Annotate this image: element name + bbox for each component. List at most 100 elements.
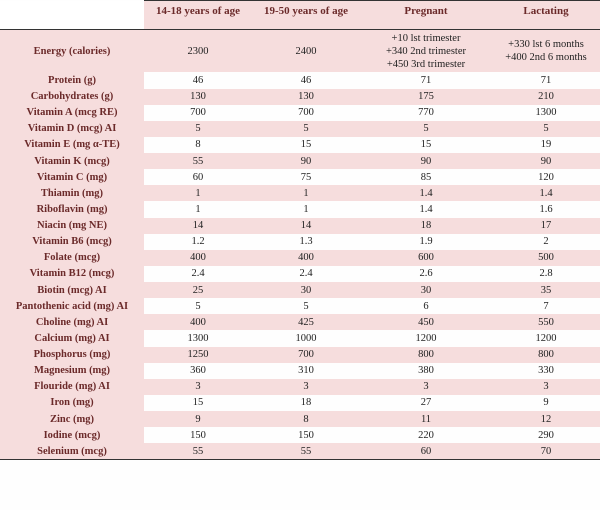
col-header-19-50: 19-50 years of age (252, 1, 360, 30)
row-label: Vitamin B6 (mcg) (0, 234, 144, 250)
cell-19-50: 5 (252, 298, 360, 314)
row-label: Vitamin A (mcg RE) (0, 105, 144, 121)
cell-lactating: 9 (492, 395, 600, 411)
table-row: Iodine (mcg)150150220290 (0, 427, 600, 443)
cell-14-18: 46 (144, 72, 252, 88)
cell-lactating: 2 (492, 234, 600, 250)
table-row: Thiamin (mg)111.41.4 (0, 185, 600, 201)
row-label: Energy (calories) (0, 30, 144, 73)
cell-pregnant: +10 lst trimester +340 2nd trimester +45… (360, 30, 492, 73)
cell-19-50: 14 (252, 218, 360, 234)
row-label: Vitamin D (mcg) AI (0, 121, 144, 137)
row-label: Flouride (mg) AI (0, 379, 144, 395)
cell-19-50: 700 (252, 105, 360, 121)
row-label: Phosphorus (mg) (0, 347, 144, 363)
cell-lactating: 550 (492, 314, 600, 330)
cell-pregnant: 71 (360, 72, 492, 88)
table-row: Selenium (mcg)55556070 (0, 443, 600, 460)
cell-19-50: 700 (252, 347, 360, 363)
nutrition-table-container: 14-18 years of age 19-50 years of age Pr… (0, 0, 600, 510)
cell-19-50: 75 (252, 169, 360, 185)
row-label: Magnesium (mg) (0, 363, 144, 379)
table-row: Biotin (mcg) AI25303035 (0, 282, 600, 298)
cell-lactating: 120 (492, 169, 600, 185)
table-row: Calcium (mg) AI1300100012001200 (0, 330, 600, 346)
cell-19-50: 1 (252, 201, 360, 217)
table-row: Vitamin C (mg)607585120 (0, 169, 600, 185)
cell-pregnant: 1200 (360, 330, 492, 346)
table-row: Niacin (mg NE)14141817 (0, 218, 600, 234)
cell-19-50: 1.3 (252, 234, 360, 250)
row-label: Folate (mcg) (0, 250, 144, 266)
cell-14-18: 55 (144, 153, 252, 169)
cell-19-50: 310 (252, 363, 360, 379)
row-label: Choline (mg) AI (0, 314, 144, 330)
row-label: Calcium (mg) AI (0, 330, 144, 346)
cell-14-18: 25 (144, 282, 252, 298)
cell-19-50: 425 (252, 314, 360, 330)
table-row: Vitamin E (mg α-TE)8151519 (0, 137, 600, 153)
table-row: Magnesium (mg)360310380330 (0, 363, 600, 379)
cell-lactating: 2.8 (492, 266, 600, 282)
cell-lactating: +330 lst 6 months +400 2nd 6 months (492, 30, 600, 73)
col-header-lactating: Lactating (492, 1, 600, 30)
row-label: Zinc (mg) (0, 411, 144, 427)
cell-19-50: 150 (252, 427, 360, 443)
cell-19-50: 8 (252, 411, 360, 427)
cell-14-18: 1 (144, 185, 252, 201)
cell-pregnant: 18 (360, 218, 492, 234)
cell-14-18: 14 (144, 218, 252, 234)
cell-lactating: 90 (492, 153, 600, 169)
cell-14-18: 5 (144, 298, 252, 314)
cell-19-50: 1000 (252, 330, 360, 346)
row-label: Thiamin (mg) (0, 185, 144, 201)
cell-pregnant: 175 (360, 89, 492, 105)
cell-14-18: 60 (144, 169, 252, 185)
cell-pregnant: 800 (360, 347, 492, 363)
cell-pregnant: 220 (360, 427, 492, 443)
cell-lactating: 330 (492, 363, 600, 379)
cell-19-50: 2400 (252, 30, 360, 73)
cell-19-50: 130 (252, 89, 360, 105)
table-row: Vitamin B6 (mcg)1.21.31.92 (0, 234, 600, 250)
cell-14-18: 3 (144, 379, 252, 395)
cell-19-50: 18 (252, 395, 360, 411)
cell-19-50: 3 (252, 379, 360, 395)
cell-19-50: 46 (252, 72, 360, 88)
cell-lactating: 1.6 (492, 201, 600, 217)
table-row: Vitamin B12 (mcg)2.42.42.62.8 (0, 266, 600, 282)
cell-14-18: 8 (144, 137, 252, 153)
table-row: Folate (mcg)400400600500 (0, 250, 600, 266)
cell-pregnant: 1.4 (360, 201, 492, 217)
cell-14-18: 150 (144, 427, 252, 443)
cell-pregnant: 1.9 (360, 234, 492, 250)
cell-14-18: 2300 (144, 30, 252, 73)
cell-lactating: 12 (492, 411, 600, 427)
nutrition-table: 14-18 years of age 19-50 years of age Pr… (0, 0, 600, 460)
table-row: Vitamin D (mcg) AI5555 (0, 121, 600, 137)
table-row: Iron (mg)1518279 (0, 395, 600, 411)
cell-lactating: 71 (492, 72, 600, 88)
cell-lactating: 800 (492, 347, 600, 363)
cell-pregnant: 11 (360, 411, 492, 427)
table-body: Energy (calories)23002400+10 lst trimest… (0, 30, 600, 460)
row-label: Biotin (mcg) AI (0, 282, 144, 298)
cell-14-18: 130 (144, 89, 252, 105)
cell-19-50: 15 (252, 137, 360, 153)
cell-14-18: 400 (144, 250, 252, 266)
cell-19-50: 1 (252, 185, 360, 201)
row-label: Vitamin C (mg) (0, 169, 144, 185)
cell-14-18: 1250 (144, 347, 252, 363)
col-header-14-18: 14-18 years of age (144, 1, 252, 30)
cell-14-18: 1.2 (144, 234, 252, 250)
row-label: Vitamin K (mcg) (0, 153, 144, 169)
cell-pregnant: 6 (360, 298, 492, 314)
table-row: Pantothenic acid (mg) AI5567 (0, 298, 600, 314)
row-label: Selenium (mcg) (0, 443, 144, 460)
cell-lactating: 35 (492, 282, 600, 298)
cell-pregnant: 770 (360, 105, 492, 121)
table-row: Choline (mg) AI400425450550 (0, 314, 600, 330)
cell-lactating: 1200 (492, 330, 600, 346)
row-label: Vitamin B12 (mcg) (0, 266, 144, 282)
table-row: Protein (g)46467171 (0, 72, 600, 88)
